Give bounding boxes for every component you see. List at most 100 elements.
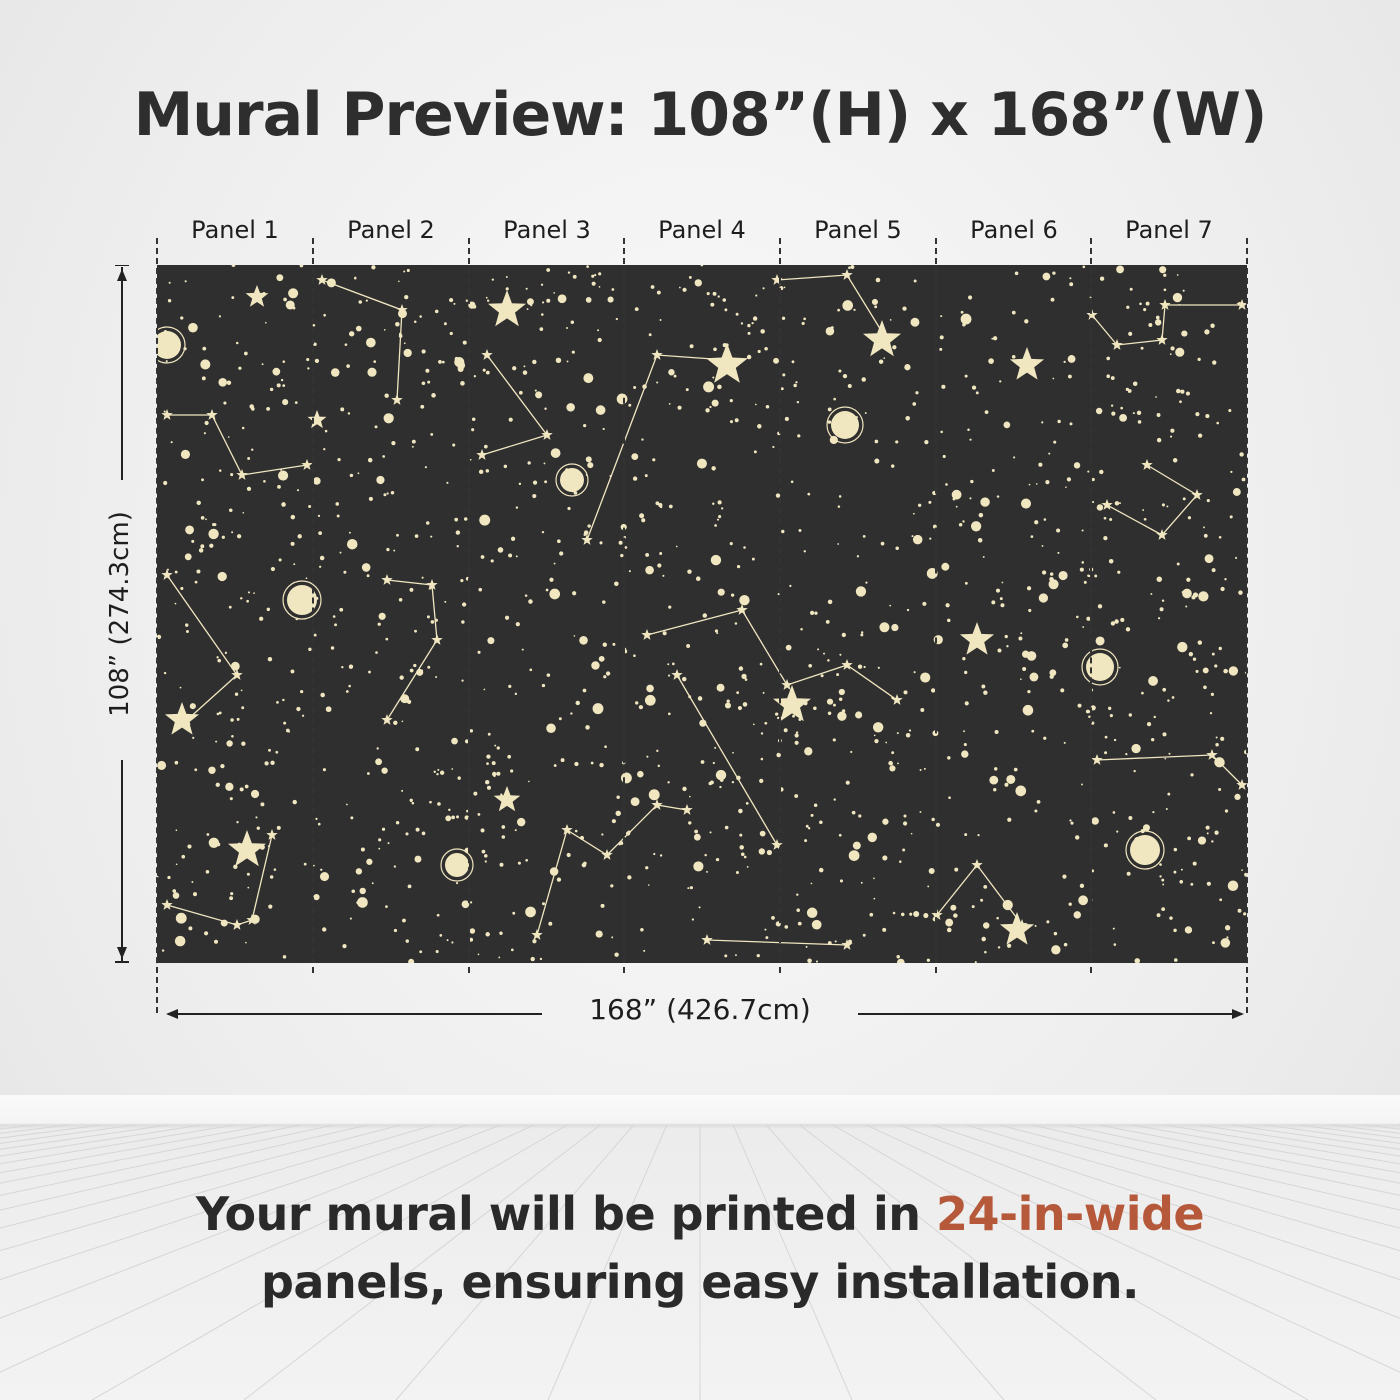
star-dot <box>719 778 724 782</box>
star-dot <box>1063 741 1066 744</box>
star-dot <box>1041 544 1044 547</box>
star-dot <box>1162 732 1167 737</box>
star-dot <box>1238 590 1243 595</box>
star-dot <box>1179 400 1182 404</box>
star-dot <box>735 954 737 957</box>
star-dot <box>528 599 533 604</box>
star-dot <box>1069 277 1072 280</box>
star-dot <box>1110 376 1115 380</box>
star-dot <box>1229 515 1233 519</box>
star-dot <box>228 508 233 513</box>
star-dot <box>269 387 274 392</box>
star-dot <box>668 605 672 609</box>
star-dot <box>677 405 682 410</box>
star-dot <box>163 671 167 675</box>
star-dot <box>841 709 846 713</box>
star-dot <box>528 780 530 783</box>
star-dot <box>405 832 409 836</box>
star-dot <box>945 483 948 486</box>
star-dot <box>810 813 814 817</box>
star-dot <box>1218 788 1222 792</box>
star-dot <box>508 553 513 558</box>
star-dot <box>1066 477 1072 482</box>
star-dot <box>223 401 227 405</box>
star-dot <box>874 739 879 744</box>
star-dot <box>682 287 687 292</box>
star-dot <box>463 517 468 521</box>
star-dot <box>205 870 210 874</box>
star-dot <box>703 381 715 393</box>
star-dot <box>1139 302 1142 306</box>
star-dot <box>882 927 887 932</box>
star-dot <box>795 381 798 384</box>
star-dot <box>614 952 619 957</box>
star-dot <box>1156 437 1162 443</box>
star-dot <box>892 911 896 915</box>
star-dot <box>235 341 239 345</box>
planet-ring <box>1081 648 1119 686</box>
star-dot <box>368 670 371 674</box>
star-dot <box>825 619 830 624</box>
star-dot <box>504 615 510 620</box>
star-dot <box>688 275 692 279</box>
star-dot <box>950 904 957 911</box>
star-dot <box>1235 556 1238 560</box>
star-dot <box>604 745 607 749</box>
star-dot <box>202 346 207 351</box>
star-dot <box>278 470 289 481</box>
star-dot <box>175 912 187 924</box>
star-dot <box>256 826 260 830</box>
star-dot <box>236 820 239 824</box>
star-shape <box>959 622 995 655</box>
star-dot <box>911 535 914 538</box>
star-dot <box>1177 641 1188 653</box>
star-dot <box>330 646 335 650</box>
star-dot <box>231 296 235 299</box>
star-dot <box>838 697 843 701</box>
star-dot <box>1185 391 1190 396</box>
star-dot <box>890 464 895 468</box>
planet <box>560 468 584 492</box>
star-dot <box>174 570 178 574</box>
star-dot <box>942 454 946 459</box>
star-dot <box>469 458 472 461</box>
star-dot <box>667 674 671 677</box>
caption-text-2: panels, ensuring easy installation. <box>261 1255 1139 1309</box>
star-dot <box>662 631 667 636</box>
star-dot <box>231 531 234 534</box>
star-dot <box>632 476 638 481</box>
star-shape <box>316 274 328 285</box>
star-dot <box>239 787 244 792</box>
star-dot <box>1104 751 1108 755</box>
star-dot <box>532 939 537 944</box>
star-shape <box>1141 459 1153 470</box>
star-dot <box>980 497 990 507</box>
star-dot <box>700 263 704 267</box>
star-dot <box>960 310 964 314</box>
star-dot <box>724 702 731 709</box>
star-dot <box>1099 276 1105 281</box>
star-dot <box>848 939 853 944</box>
star-dot <box>1057 419 1061 424</box>
star-dot <box>714 524 717 527</box>
star-dot <box>357 897 368 908</box>
star-dot <box>469 928 476 934</box>
star-dot <box>958 522 963 527</box>
star-dot <box>1182 588 1192 599</box>
panel-divider <box>156 238 158 1013</box>
star-dot <box>339 607 344 612</box>
star-dot <box>348 664 354 669</box>
star-dot <box>1172 458 1178 463</box>
star-dot <box>246 599 249 603</box>
star-dot <box>481 849 486 854</box>
star-dot <box>282 360 286 363</box>
star-dot <box>1169 353 1172 356</box>
star-dot <box>535 391 543 399</box>
star-dot <box>1155 396 1157 398</box>
star-dot <box>566 360 569 363</box>
star-shape <box>531 929 543 940</box>
star-dot <box>945 918 954 927</box>
star-dot <box>322 927 327 932</box>
star-dot <box>175 863 178 866</box>
star-dot <box>157 760 167 770</box>
